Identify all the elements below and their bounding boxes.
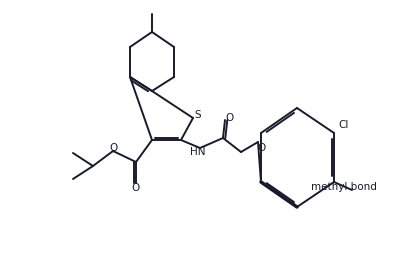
Text: O: O (132, 183, 140, 193)
Text: Cl: Cl (338, 120, 348, 130)
Text: O: O (257, 143, 265, 153)
Text: O: O (225, 113, 233, 123)
Text: S: S (195, 110, 201, 120)
Text: O: O (109, 143, 117, 153)
Text: HN: HN (190, 147, 206, 157)
Text: methyl bond: methyl bond (311, 182, 377, 192)
